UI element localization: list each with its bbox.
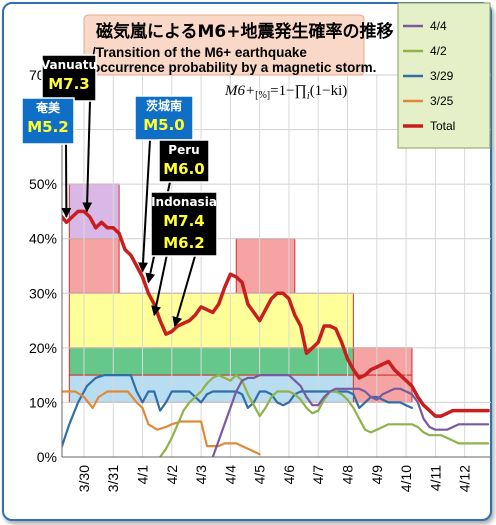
annotation-arrow	[138, 139, 151, 273]
x-tick-label: 3/30	[76, 465, 92, 492]
series-3-25	[62, 390, 261, 456]
y-tick-label: 40%	[29, 231, 57, 247]
x-tick-label: 4/5	[252, 465, 268, 485]
formula: M6+[%]=1−∏i(1−ki)	[224, 83, 347, 102]
annotation-box	[134, 95, 194, 141]
series-3-29	[62, 374, 413, 448]
annotation-magnitude: M6.2	[163, 234, 205, 252]
annotation-place: 奄美	[35, 100, 61, 115]
annotation-box	[41, 54, 97, 102]
legend-label: 4/2	[430, 44, 447, 58]
annotation-arrow	[82, 100, 93, 213]
annotation-magnitude: M7.4	[163, 212, 205, 230]
annotation-magnitude: M7.3	[48, 75, 90, 93]
band-3	[68, 292, 354, 349]
annotation-arrow	[172, 255, 196, 327]
annotation-indonasia: Indonasia M7.4 M6.2	[150, 191, 218, 327]
annotation-magnitude: M6.0	[163, 160, 205, 178]
y-tick-label: 10%	[29, 394, 57, 410]
annotation-place: 茨城南	[146, 98, 182, 113]
x-tick-label: 4/7	[310, 465, 326, 485]
annotations: Vanuatu M7.3 奄美 M5.2 茨城南 M5.0 Peru M6.0 Indonasi…	[21, 54, 218, 327]
legend: 4/4 4/2 3/29 3/25 Total	[397, 2, 491, 149]
annotation-box	[21, 97, 75, 145]
annotation-place: Indonasia	[151, 195, 217, 209]
band-6	[352, 347, 413, 376]
annotation-box	[158, 139, 210, 183]
x-tick-label: 4/10	[398, 465, 414, 492]
series-lines	[62, 209, 490, 457]
series-4-2	[159, 374, 490, 457]
x-tick-label: 4/12	[457, 465, 473, 492]
y-tick-label: 30%	[29, 285, 57, 301]
annotation-magnitude: M5.2	[27, 118, 69, 136]
legend-label: Total	[430, 119, 455, 133]
annotation-box	[150, 191, 218, 257]
series-4-4	[211, 374, 490, 457]
y-tick-label: 0%	[37, 449, 57, 465]
band-2	[235, 238, 296, 294]
chart-subtitle-line2: occurrence probability by a magnetic sto…	[92, 60, 376, 75]
x-tick-label: 4/9	[369, 465, 385, 485]
chart-subtitle-line1: /Transition of the M6+ earthquake	[92, 45, 307, 60]
title-box: 磁気嵐によるM6+地震発生確率の推移 /Transition of the M6…	[83, 14, 393, 76]
x-tick-label: 4/11	[427, 465, 443, 491]
annotation-amami: 奄美 M5.2	[21, 97, 75, 218]
annotation-ibaraki: 茨城南 M5.0	[134, 95, 194, 273]
x-tick-labels: 3/30 3/31 4/1 4/2 4/3 4/4 4/5 4/6 4/7 4/8 4/9 4/10 4…	[76, 465, 473, 492]
x-tick-label: 4/8	[340, 465, 356, 485]
x-tick-label: 4/6	[281, 465, 297, 485]
series-total	[62, 209, 490, 418]
x-tick-label: 4/2	[164, 465, 180, 485]
x-tick-label: 4/4	[222, 465, 238, 485]
annotation-place: Vanuatu	[41, 58, 97, 72]
y-tick-label: 50%	[29, 176, 57, 192]
x-tick-label: 4/1	[135, 465, 151, 485]
x-tick-label: 3/31	[105, 465, 121, 492]
y-tick-label: 20%	[29, 340, 57, 356]
annotation-place: Peru	[168, 143, 199, 157]
annotation-magnitude: M5.0	[143, 116, 185, 134]
legend-label: 3/29	[430, 69, 454, 83]
legend-label: 3/25	[430, 94, 454, 108]
legend-label: 4/4	[430, 19, 447, 33]
annotation-vanuatu: Vanuatu M7.3	[41, 54, 97, 213]
chart-title: 磁気嵐によるM6+地震発生確率の推移	[96, 21, 393, 42]
band-1	[68, 238, 120, 294]
x-tick-label: 4/3	[193, 465, 209, 485]
annotation-peru: Peru M6.0	[145, 139, 210, 284]
